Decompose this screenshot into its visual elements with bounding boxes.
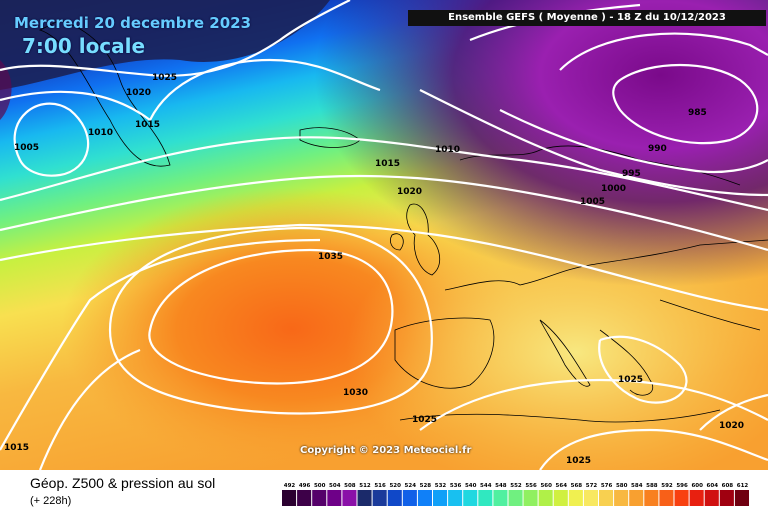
scale-swatch — [553, 490, 568, 506]
isobar-label: 985 — [688, 108, 707, 118]
isobar-label: 1035 — [318, 252, 343, 262]
isobar-label: 1010 — [88, 128, 113, 138]
scale-tick-label: 556 — [525, 483, 537, 489]
scale-tick-label: 516 — [374, 483, 386, 489]
isobar-label: 1005 — [14, 143, 39, 153]
isobars — [0, 0, 768, 470]
scale-swatch — [372, 490, 387, 506]
scale-swatch — [297, 490, 312, 506]
geopotential-map: 1025 1020 1015 1010 1005 1015 1010 1020 … — [0, 0, 768, 470]
scale-swatch — [387, 490, 402, 506]
scale-tick-label: 512 — [359, 483, 371, 489]
isobar-label: 1025 — [566, 456, 591, 466]
scale-swatch — [433, 490, 448, 506]
scale-tick-label: 576 — [601, 483, 613, 489]
forecast-date: Mercredi 20 decembre 2023 — [14, 14, 252, 32]
legend-title: Géop. Z500 & pression au sol — [30, 475, 216, 491]
scale-tick-label: 560 — [540, 483, 552, 489]
scale-tick-label: 528 — [420, 483, 432, 489]
isobar-label: 1020 — [397, 187, 422, 197]
isobar-label: 1010 — [435, 145, 460, 155]
scale-tick-label: 544 — [480, 483, 492, 489]
scale-swatch — [599, 490, 614, 506]
scale-tick-label: 536 — [450, 483, 462, 489]
scale-swatch — [523, 490, 538, 506]
scale-swatch — [583, 490, 598, 506]
isobar-label: 1015 — [375, 159, 400, 169]
scale-swatch — [448, 490, 463, 506]
scale-tick-label: 588 — [646, 483, 658, 489]
scale-swatch — [689, 490, 704, 506]
scale-tick-label: 608 — [722, 483, 734, 489]
scale-swatch — [674, 490, 689, 506]
scale-tick-label: 580 — [616, 483, 628, 489]
scale-swatch — [508, 490, 523, 506]
scale-tick-label: 524 — [405, 483, 417, 489]
scale-tick-label: 504 — [329, 483, 341, 489]
scale-tick-label: 564 — [556, 483, 568, 489]
isobar-labels: 1025 1020 1015 1010 1005 1015 1010 1020 … — [4, 73, 744, 466]
isobar-label: 1025 — [152, 73, 177, 83]
forecast-time: 7:00 locale — [22, 34, 146, 58]
scale-tick-label: 508 — [344, 483, 356, 489]
scale-swatch — [463, 490, 478, 506]
scale-swatch — [538, 490, 553, 506]
scale-tick-label: 592 — [661, 483, 673, 489]
scale-tick-label: 540 — [465, 483, 477, 489]
color-scale: 492 496 500 504 508 512 516 520 524 528 532 536 540 5… — [282, 483, 749, 506]
scale-swatch — [282, 490, 297, 506]
model-header: Ensemble GEFS ( Moyenne ) - 18 Z du 10/1… — [408, 10, 766, 26]
scale-tick-label: 496 — [299, 483, 311, 489]
scale-tick-label: 532 — [435, 483, 447, 489]
copyright-text: Copyright © 2023 Meteociel.fr — [300, 445, 472, 456]
legend-subtitle: (+ 228h) — [30, 495, 72, 507]
scale-swatch — [719, 490, 734, 506]
isobar-label: 1025 — [412, 415, 437, 425]
isobar-label: 995 — [622, 169, 641, 179]
scale-tick-label: 596 — [676, 483, 688, 489]
isobar-label: 1015 — [135, 120, 160, 130]
isobar-label: 1005 — [580, 197, 605, 207]
scale-swatch — [734, 490, 749, 506]
scale-tick-label: 604 — [707, 483, 719, 489]
isobar-label: 1000 — [601, 184, 626, 194]
scale-swatch — [568, 490, 583, 506]
scale-tick-label: 584 — [631, 483, 643, 489]
isobar-label: 1025 — [618, 375, 643, 385]
scale-tick-label: 600 — [691, 483, 703, 489]
scale-swatch — [342, 490, 357, 506]
scale-swatch — [644, 490, 659, 506]
scale-tick-label: 500 — [314, 483, 326, 489]
scale-swatch — [659, 490, 674, 506]
scale-swatch — [704, 490, 719, 506]
scale-tick-label: 568 — [571, 483, 583, 489]
scale-swatch — [327, 490, 342, 506]
scale-tick-label: 548 — [495, 483, 507, 489]
scale-tick-label: 612 — [737, 483, 749, 489]
scale-tick-label: 492 — [284, 483, 296, 489]
scale-swatch — [417, 490, 432, 506]
isobar-label: 1030 — [343, 388, 368, 398]
scale-tick-label: 552 — [510, 483, 522, 489]
scale-swatch — [402, 490, 417, 506]
scale-tick-label: 572 — [586, 483, 598, 489]
scale-swatch — [493, 490, 508, 506]
isobar-label: 1020 — [126, 88, 151, 98]
scale-swatch — [357, 490, 372, 506]
isobar-label: 990 — [648, 144, 667, 154]
scale-swatch — [478, 490, 493, 506]
isobar-label: 1020 — [719, 421, 744, 431]
background-field — [0, 0, 768, 470]
scale-swatch — [629, 490, 644, 506]
isobar-label: 1015 — [4, 443, 29, 453]
scale-tick-label: 520 — [389, 483, 401, 489]
scale-swatch — [614, 490, 629, 506]
scale-swatch — [312, 490, 327, 506]
